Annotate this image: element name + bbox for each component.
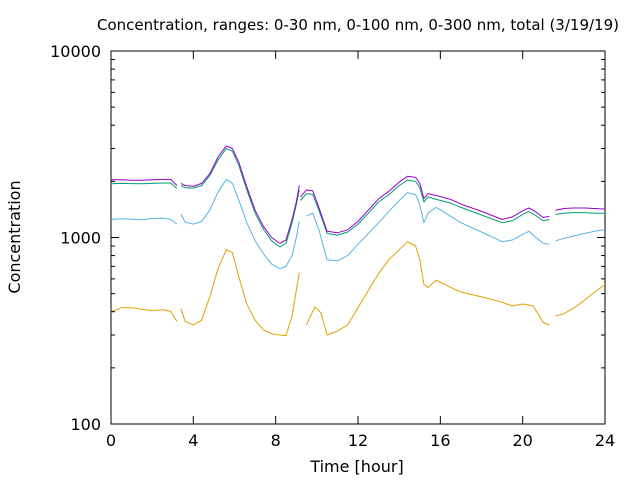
series-line [110,182,178,189]
y-axis: 100 1000 10000 [50,42,605,434]
series-line [306,241,550,336]
series-line [300,179,550,236]
x-tick-label: 4 [188,431,198,450]
series-line [111,178,178,186]
y-tick-label: 10000 [50,42,101,61]
y-tick-label: 1000 [60,229,101,248]
x-tick-label: 20 [512,431,532,450]
x-axis: 0 4 8 12 16 20 24 [106,51,615,450]
series-line [180,148,300,248]
series-line [110,217,178,225]
series-0 [110,241,606,337]
series-line [110,307,178,322]
x-tick-label: 0 [106,431,116,450]
x-tick-label: 12 [348,431,368,450]
x-axis-label: Time [hour] [309,457,403,476]
plot-border [110,50,606,425]
series-line [180,145,300,244]
x-tick-label: 16 [430,431,450,450]
series-layer [110,145,606,337]
x-tick-label: 8 [271,431,281,450]
plot-frame [110,50,606,425]
series-line [555,284,606,317]
series-3 [111,145,606,244]
series-line [180,249,300,337]
series-2 [110,148,605,248]
series-line [555,207,606,211]
y-axis-label: Concentration [5,180,24,293]
series-line [555,229,606,242]
series-line [180,178,300,270]
y-tick-label: 100 [70,415,101,434]
series-line [555,212,605,215]
x-tick-label: 24 [595,431,615,450]
series-line [306,192,550,262]
series-1 [110,178,606,270]
series-line [300,175,550,234]
chart-title: Concentration, ranges: 0-30 nm, 0-100 nm… [97,16,619,34]
